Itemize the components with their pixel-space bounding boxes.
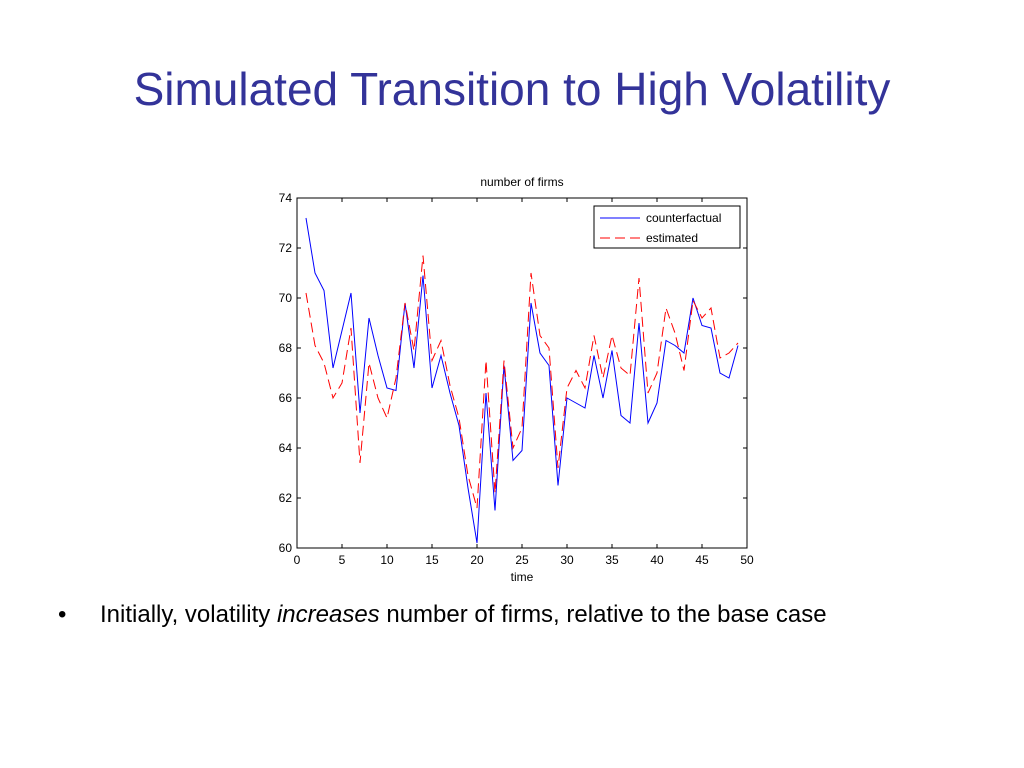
bullet-item: • Initially, volatility increases number… <box>58 601 998 629</box>
x-tick-label: 20 <box>470 553 484 567</box>
x-tick-label: 0 <box>294 553 301 567</box>
y-tick-label: 72 <box>279 241 293 255</box>
y-tick-label: 60 <box>279 541 293 555</box>
x-tick-label: 5 <box>339 553 346 567</box>
bullet-emphasis: increases <box>276 601 380 628</box>
x-tick-label: 35 <box>605 553 619 567</box>
legend-label: estimated <box>646 231 698 245</box>
y-tick-label: 68 <box>279 341 293 355</box>
y-tick-label: 70 <box>279 291 293 305</box>
bullet-text-after: number of firms, relative to the base ca… <box>386 601 827 628</box>
x-axis-label: time <box>511 570 534 584</box>
x-tick-label: 15 <box>425 553 439 567</box>
plot-area <box>296 197 748 549</box>
line-chart: 0 5 10 15 20 25 30 35 40 45 50 60 62 64 66 68 70 72 74 numb… <box>255 170 765 590</box>
bullet-glyph: • <box>58 601 67 628</box>
y-tick-label: 62 <box>279 491 293 505</box>
chart-title: number of firms <box>480 175 563 189</box>
y-tick-label: 66 <box>279 391 293 405</box>
x-tick-label: 40 <box>650 553 664 567</box>
legend-label: counterfactual <box>646 211 721 225</box>
x-tick-label: 25 <box>515 553 529 567</box>
x-tick-label: 50 <box>740 553 754 567</box>
bullet-text: Initially, volatility increases number o… <box>100 601 827 629</box>
bullet-text-before: Initially, volatility <box>100 601 271 628</box>
x-tick-label: 10 <box>380 553 394 567</box>
x-tick-label: 45 <box>695 553 709 567</box>
chart-canvas: 0 5 10 15 20 25 30 35 40 45 50 60 62 64 66 68 70 72 74 numb… <box>279 175 754 584</box>
x-tick-label: 30 <box>560 553 574 567</box>
legend-box <box>593 205 741 249</box>
slide-title: Simulated Transition to High Volatility <box>133 63 891 115</box>
series-line-counterfactual <box>305 217 739 544</box>
series-line-estimated <box>305 255 739 509</box>
y-tick-label: 74 <box>279 191 293 205</box>
y-tick-label: 64 <box>279 441 293 455</box>
